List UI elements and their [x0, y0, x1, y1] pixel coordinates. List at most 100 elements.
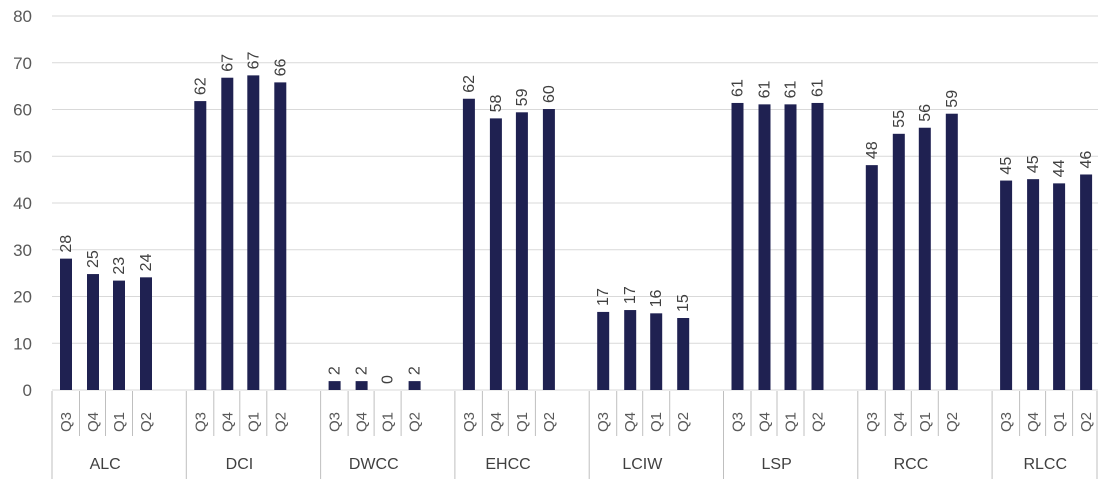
bar-alc-q1 [113, 280, 125, 390]
quarter-tick-label: Q1 [514, 412, 531, 432]
bar-lciw-q4 [624, 310, 637, 390]
quarter-tick-label: Q4 [354, 412, 371, 432]
group-label-lsp: LSP [762, 456, 792, 473]
group-label-rcc: RCC [894, 456, 929, 473]
quarter-tick-label: Q1 [245, 412, 262, 432]
bar-lsp-q4 [758, 104, 771, 391]
bar-rcc-q4 [892, 133, 905, 390]
quarter-tick-label: Q4 [488, 412, 505, 432]
quarter-tick-label: Q1 [917, 412, 934, 432]
quarter-tick-label: Q2 [138, 412, 155, 432]
data-label: 56 [917, 104, 934, 122]
data-label: 61 [730, 79, 747, 97]
group-label-rlcc: RLCC [1023, 456, 1067, 473]
data-label: 60 [541, 85, 558, 103]
quarter-tick-label: Q2 [407, 412, 424, 432]
bar-lsp-q3 [731, 102, 744, 390]
data-label: 16 [648, 289, 665, 307]
data-label: 28 [58, 235, 75, 253]
data-label: 67 [219, 54, 236, 72]
quarter-tick-label: Q3 [730, 412, 747, 432]
data-label: 67 [245, 51, 262, 69]
data-label: 62 [461, 75, 478, 93]
bar-dci-q4 [221, 77, 234, 391]
quarter-tick-label: Q2 [675, 412, 692, 432]
bar-rlcc-q4 [1027, 179, 1040, 390]
data-label: 66 [272, 58, 289, 76]
group-label-dci: DCI [226, 456, 254, 473]
y-tick-label-40: 40 [13, 194, 32, 213]
quarter-tick-label: Q3 [864, 412, 881, 432]
data-label: 61 [783, 80, 800, 98]
bar-dwcc-q3 [328, 381, 341, 390]
quarter-tick-label: Q1 [648, 412, 665, 432]
bar-lsp-q1 [784, 104, 797, 391]
data-label: 59 [514, 88, 531, 106]
data-label: 48 [864, 141, 881, 159]
bar-ehcc-q2 [542, 109, 555, 390]
bar-rcc-q2 [945, 113, 958, 391]
bar-alc-q4 [87, 274, 99, 390]
bar-alc-q2 [140, 277, 152, 390]
y-tick-label-80: 80 [13, 7, 32, 26]
group-label-lciw: LCIW [622, 456, 663, 473]
data-label: 44 [1051, 159, 1068, 177]
data-label: 17 [622, 286, 639, 304]
data-label: 2 [407, 366, 424, 375]
quarter-tick-label: Q1 [380, 412, 397, 432]
quarter-tick-label: Q2 [810, 412, 827, 432]
quarter-tick-label: Q3 [595, 412, 612, 432]
group-label-alc: ALC [90, 456, 121, 473]
bar-ehcc-q1 [515, 112, 528, 391]
bar-lciw-q2 [677, 318, 690, 390]
y-tick-label-70: 70 [13, 54, 32, 73]
bar-alc-q3 [60, 258, 72, 390]
quarter-tick-label: Q3 [461, 412, 478, 432]
bar-dci-q1 [247, 75, 260, 390]
data-label: 45 [1025, 155, 1042, 173]
data-label: 15 [675, 294, 692, 312]
data-label: 25 [85, 250, 102, 268]
data-label: 17 [595, 288, 612, 306]
data-label: 61 [757, 80, 774, 98]
quarter-tick-label: Q1 [1051, 412, 1068, 432]
group-label-dwcc: DWCC [349, 456, 399, 473]
bar-rlcc-q2 [1080, 174, 1093, 390]
quarter-tick-label: Q4 [891, 412, 908, 432]
data-label: 24 [138, 253, 155, 271]
bar-rcc-q3 [865, 165, 878, 390]
quarter-tick-label: Q1 [783, 412, 800, 432]
data-label: 59 [944, 90, 961, 108]
data-label: 55 [891, 110, 908, 128]
bar-ehcc-q3 [462, 98, 475, 390]
quarter-tick-label: Q1 [111, 412, 128, 432]
bar-dwcc-q2 [408, 381, 421, 390]
bar-dci-q3 [194, 101, 207, 391]
bar-rlcc-q3 [1000, 180, 1013, 390]
quarter-tick-label: Q3 [58, 412, 75, 432]
bar-lciw-q1 [650, 313, 663, 390]
y-tick-label-30: 30 [13, 241, 32, 260]
y-tick-label-50: 50 [13, 147, 32, 166]
bar-lsp-q2 [811, 102, 824, 390]
group-label-ehcc: EHCC [485, 456, 530, 473]
quarter-tick-label: Q2 [944, 412, 961, 432]
quarter-tick-label: Q2 [1078, 412, 1095, 432]
bar-rlcc-q1 [1053, 183, 1066, 390]
data-label: 62 [192, 77, 209, 95]
data-label: 2 [327, 366, 344, 375]
quarter-tick-label: Q3 [192, 412, 209, 432]
data-label: 2 [354, 366, 371, 375]
data-label: 45 [998, 157, 1015, 175]
y-tick-label-60: 60 [13, 101, 32, 120]
quarter-tick-label: Q4 [85, 412, 102, 432]
quarter-tick-label: Q3 [327, 412, 344, 432]
quarter-tick-label: Q4 [1025, 412, 1042, 432]
bar-rcc-q1 [918, 127, 931, 391]
y-tick-label-0: 0 [23, 381, 32, 400]
data-label: 58 [488, 94, 505, 112]
data-label: 46 [1078, 151, 1095, 169]
quarter-tick-label: Q2 [272, 412, 289, 432]
bar-dwcc-q4 [355, 381, 368, 390]
